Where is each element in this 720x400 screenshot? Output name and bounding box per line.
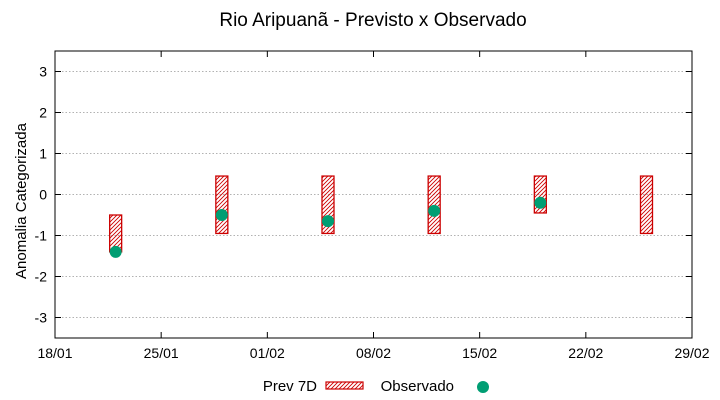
y-tick-label: -1 xyxy=(35,228,48,244)
forecast-range-bar xyxy=(639,175,654,235)
x-tick-label: 18/01 xyxy=(37,345,72,361)
y-tick-label: 0 xyxy=(39,187,47,203)
plot-frame xyxy=(54,50,693,339)
legend-marker-observado xyxy=(477,381,489,393)
y-tick-label: 1 xyxy=(39,146,47,162)
x-tick-label: 08/02 xyxy=(356,345,391,361)
y-tick-label: -2 xyxy=(35,269,48,285)
forecast-range-bar xyxy=(215,175,229,235)
forecast-range-bar xyxy=(427,175,441,235)
observed-point xyxy=(534,196,547,209)
y-tick-label: 3 xyxy=(39,64,47,80)
observed-point xyxy=(109,245,122,258)
y-tick-label: 2 xyxy=(39,105,47,121)
y-tick-label: -3 xyxy=(35,310,48,326)
observed-point xyxy=(215,209,228,221)
observed-point xyxy=(428,204,441,217)
y-axis-label: Anomalia Categorizada xyxy=(13,122,30,279)
legend-label-prev: Prev 7D xyxy=(263,378,317,395)
legend-label-observado: Observado xyxy=(381,378,454,395)
x-tick-label: 15/02 xyxy=(462,345,497,361)
legend: Prev 7D Observado xyxy=(263,378,489,395)
x-tick-label: 29/02 xyxy=(674,345,709,361)
legend-swatch-prev xyxy=(325,381,364,390)
chart-title: Rio Aripuanã - Previsto x Observado xyxy=(219,10,526,31)
x-tick-label: 01/02 xyxy=(250,345,285,361)
observed-point xyxy=(322,215,334,228)
x-tick-label: 25/01 xyxy=(144,345,179,361)
x-tick-label: 22/02 xyxy=(568,345,603,361)
